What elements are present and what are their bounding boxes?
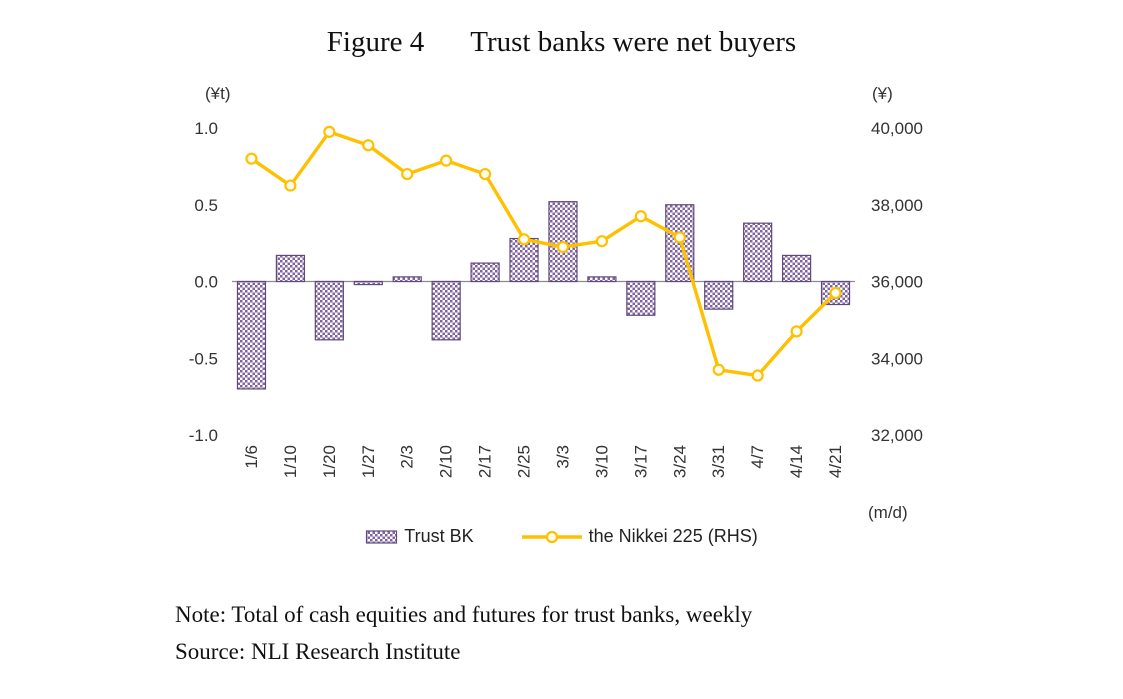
left-axis-unit: (¥t): [205, 84, 231, 103]
svg-text:1/6: 1/6: [242, 445, 261, 469]
right-axis-unit: (¥): [872, 84, 893, 103]
bar-swatch-icon: [366, 529, 398, 544]
legend-item-nikkei: the Nikkei 225 (RHS): [520, 526, 758, 547]
svg-text:4/21: 4/21: [826, 445, 845, 478]
svg-text:3/24: 3/24: [670, 445, 689, 478]
note-line: Note: Total of cash equities and futures…: [175, 602, 753, 627]
legend-label-nikkei: the Nikkei 225 (RHS): [588, 526, 758, 546]
svg-text:36,000: 36,000: [871, 273, 923, 292]
svg-text:4/14: 4/14: [787, 445, 806, 478]
svg-text:1/20: 1/20: [320, 445, 339, 478]
svg-text:3/17: 3/17: [631, 445, 650, 478]
svg-text:3/3: 3/3: [553, 445, 572, 469]
legend-label-trust-bk: Trust BK: [404, 526, 474, 546]
legend: Trust BK the Nikkei 225 (RHS): [0, 526, 1123, 547]
svg-text:40,000: 40,000: [871, 119, 923, 138]
bars-trust-bk: [236, 201, 851, 390]
footnotes: Note: Total of cash equities and futures…: [175, 597, 752, 671]
svg-text:3/31: 3/31: [709, 445, 728, 478]
nikkei-line: [245, 125, 842, 382]
legend-item-trust-bk: Trust BK: [365, 526, 474, 547]
svg-text:-0.5: -0.5: [189, 349, 218, 368]
svg-text:34,000: 34,000: [871, 349, 923, 368]
svg-text:1/10: 1/10: [281, 445, 300, 478]
svg-text:38,000: 38,000: [871, 196, 923, 215]
svg-text:0.0: 0.0: [194, 273, 218, 292]
svg-text:2/17: 2/17: [476, 445, 495, 478]
figure-label: Figure 4: [326, 26, 425, 58]
x-axis-unit: (m/d): [868, 503, 908, 522]
figure-title-text: Trust banks were net buyers: [470, 26, 797, 58]
svg-text:2/25: 2/25: [515, 445, 534, 478]
svg-text:2/10: 2/10: [437, 445, 456, 478]
svg-text:-1.0: -1.0: [189, 426, 218, 445]
combo-chart: 1.0 0.5 0.0 -0.5 -1.0 40,000 38,000 36,000 34,00…: [189, 119, 923, 478]
line-swatch-icon: [521, 530, 582, 543]
source-line: Source: NLI Research Institute: [175, 638, 461, 664]
svg-text:32,000: 32,000: [871, 426, 923, 445]
svg-text:2/3: 2/3: [398, 445, 417, 469]
svg-text:1/27: 1/27: [359, 445, 378, 478]
svg-text:1.0: 1.0: [194, 119, 218, 138]
chart-title: Figure 4 Trust banks were net buyers: [0, 26, 1123, 59]
svg-text:0.5: 0.5: [194, 196, 218, 215]
svg-text:3/10: 3/10: [592, 445, 611, 478]
svg-text:4/7: 4/7: [748, 445, 767, 469]
